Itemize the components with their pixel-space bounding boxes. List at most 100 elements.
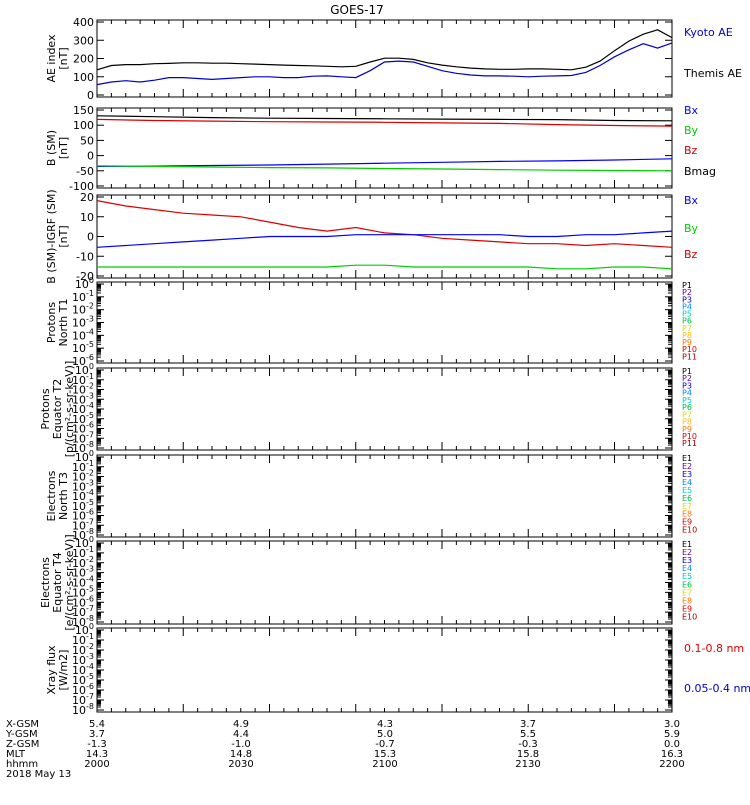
legend-entry: E5 (682, 572, 692, 581)
y-tick-label: 10-4 (72, 662, 94, 677)
y-axis-label: [nT] (57, 47, 70, 69)
ephemeris-value: 15.3 (374, 749, 396, 760)
panel-frame (96, 627, 673, 713)
y-tick-label: 20 (80, 191, 94, 204)
legend-entry: E10 (682, 613, 697, 622)
legend-entry: Bx (684, 194, 699, 207)
y-axis-label: Equator T2 (51, 379, 64, 439)
legend-entry: E9 (682, 518, 692, 527)
y-tick-label: 10-3 (72, 391, 94, 406)
y-tick-label: 10-6 (72, 594, 94, 609)
y-tick-label: 400 (73, 16, 94, 29)
y-tick-label: 10-7 (72, 430, 94, 445)
series-line (97, 264, 673, 270)
ephemeris-value: -1.0 (231, 739, 251, 750)
y-tick-label: 100 (75, 362, 94, 377)
y-tick-label: 10-2 (72, 555, 94, 570)
y-tick-label: 10-5 (72, 411, 94, 426)
legend-entry: By (684, 124, 699, 137)
y-axis-label: North T3 (57, 472, 70, 520)
y-tick-label: 10-6 (72, 421, 94, 436)
y-tick-label: 0 (87, 89, 94, 102)
legend-entry: P5 (682, 396, 692, 405)
y-tick-label: 10-8 (72, 614, 94, 629)
y-tick-label: -20 (76, 270, 94, 283)
legend-entry: 0.05-0.4 nm (684, 682, 750, 695)
y-tick-label: 10-1 (72, 459, 94, 474)
y-axis-label: North T1 (57, 299, 70, 347)
legend-entry: P1 (682, 281, 692, 290)
y-tick-label: 10-5 (72, 584, 94, 599)
ephemeris-value: 4.3 (377, 719, 393, 730)
legend-entry: E2 (682, 462, 692, 471)
ephemeris-value: 4.4 (233, 729, 249, 740)
legend-entry: P10 (682, 345, 697, 354)
ephemeris-value: 3.7 (89, 729, 105, 740)
legend-entry: P4 (682, 302, 692, 311)
y-tick-label: 100 (75, 276, 94, 291)
ephemeris-value: 4.9 (233, 719, 249, 730)
y-axis-label: [e/(cm²-s-sr-keV)] (63, 534, 76, 630)
ephemeris-label: MLT (6, 749, 26, 760)
ephemeris-value: 2130 (515, 759, 540, 770)
legend-entry: By (684, 222, 699, 235)
y-tick-label: 10-6 (72, 682, 94, 697)
legend-entry: Themis AE (683, 67, 742, 80)
legend-entry: E8 (682, 510, 692, 519)
ephemeris-value: 2030 (228, 759, 253, 770)
series-group-db (96, 200, 673, 270)
y-axis-label: Protons (45, 302, 58, 343)
y-tick-label: 10-3 (72, 565, 94, 580)
ephemeris-value: -0.7 (375, 739, 395, 750)
ephemeris-value: 5.0 (377, 729, 393, 740)
y-tick-label: 10-7 (72, 604, 94, 619)
y-axis-label: [nT] (57, 137, 70, 159)
y-tick-label: 100 (73, 119, 94, 132)
ephemeris-value: 2100 (372, 759, 397, 770)
y-tick-label: 10 (80, 211, 94, 224)
y-tick-label: 10-3 (72, 478, 94, 493)
y-axis-label: Xray flux (45, 645, 58, 695)
legend-entry: P4 (682, 389, 692, 398)
legend-entry: P8 (682, 331, 692, 340)
series-line (96, 29, 673, 71)
y-tick-label: 10-7 (72, 517, 94, 532)
ephemeris-value: 5.9 (664, 729, 680, 740)
y-tick-label: 300 (73, 34, 94, 47)
legend-entry: E5 (682, 486, 692, 495)
y-tick-label: 50 (80, 134, 94, 147)
y-tick-label: 10-8 (72, 527, 94, 542)
legend-entry: P6 (682, 317, 692, 326)
legend: Kyoto AE Themis AE (683, 26, 742, 80)
series-line (96, 200, 673, 248)
y-tick-label: 0 (87, 150, 94, 163)
y-axis-label: [nT] (57, 225, 70, 247)
y-tick-label: -10 (76, 250, 94, 263)
legend-entry: Bz (684, 248, 698, 261)
ephemeris-label: X-GSM (6, 719, 39, 730)
y-tick-label: 10-4 (72, 575, 94, 590)
y-tick-label: 10-3 (72, 315, 94, 330)
y-axis-label: Electrons (39, 557, 52, 608)
ephemeris-value: -0.3 (518, 739, 538, 750)
y-axis-label: AE index (45, 34, 58, 83)
y-tick-label: 10-7 (72, 692, 94, 707)
legend-entry: E6 (682, 580, 692, 589)
legend-entry: E3 (682, 470, 692, 479)
ephemeris-value: 5.5 (520, 729, 536, 740)
ephemeris-value: 2200 (659, 759, 684, 770)
legend-entry: P2 (682, 374, 692, 383)
legend-entry: P9 (682, 338, 692, 347)
legend-entry: E4 (682, 478, 692, 487)
legend-entry: P8 (682, 418, 692, 427)
series-line (96, 230, 673, 248)
legend-entry: P3 (682, 295, 692, 304)
y-tick-label: 10-5 (72, 672, 94, 687)
y-axis-label: Equator T4 (51, 552, 64, 612)
y-tick-label: 10-8 (72, 702, 94, 717)
